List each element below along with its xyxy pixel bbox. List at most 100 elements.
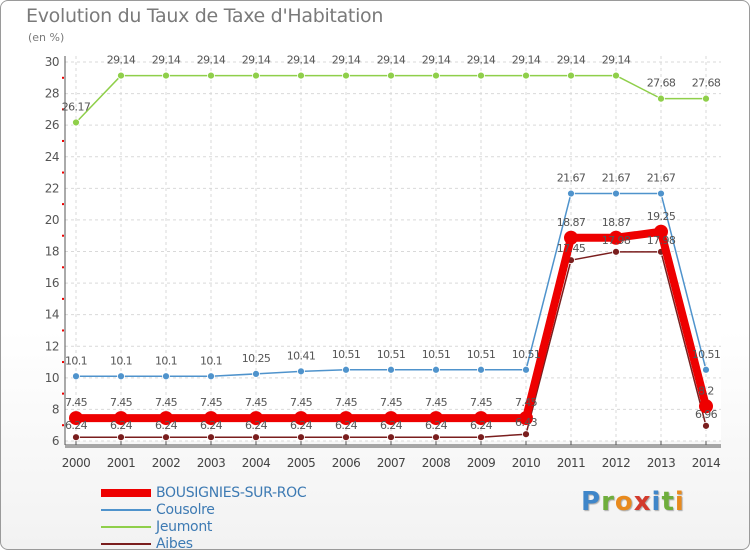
data-label: 6.96: [695, 408, 718, 421]
y-tick-label: 18: [45, 245, 59, 259]
data-point-cousolre: [658, 190, 665, 197]
data-point-jeumont: [658, 95, 665, 102]
logo-letter: x: [634, 487, 652, 517]
data-label: 7.45: [425, 396, 448, 409]
y-minor-tick: [62, 172, 64, 174]
data-label: 17.98: [647, 234, 676, 247]
data-label: 21.67: [602, 172, 631, 185]
x-tick-label: 2007: [377, 456, 406, 470]
data-point-jeumont: [613, 72, 620, 79]
y-tick-label: 6: [52, 434, 59, 448]
data-point-cousolre: [118, 373, 125, 380]
legend-item-bousignies: BOUSIGNIES-SUR-ROC: [101, 485, 401, 502]
y-minor-tick: [62, 266, 64, 268]
x-tick-label: 2005: [287, 456, 316, 470]
data-label: 6.24: [335, 419, 358, 432]
data-label: 10.51: [377, 348, 406, 361]
legend-swatch-bousignies: [101, 489, 151, 497]
data-label: 7.45: [335, 396, 358, 409]
data-label: 7.45: [380, 396, 403, 409]
data-label: 29.14: [287, 54, 316, 67]
data-point-cousolre: [568, 190, 575, 197]
data-label: 19.25: [647, 210, 676, 223]
data-point-cousolre: [163, 373, 170, 380]
data-label: 10.51: [332, 348, 361, 361]
data-label: 18.87: [557, 216, 586, 229]
data-label: 8.2: [698, 384, 714, 397]
data-label: 6.24: [65, 419, 88, 432]
data-label: 21.67: [557, 172, 586, 185]
x-tick-label: 2012: [602, 456, 631, 470]
data-point-jeumont: [73, 119, 80, 126]
chart-frame: Evolution du Taux de Taxe d'Habitation (…: [0, 0, 750, 550]
data-label: 6.24: [470, 419, 493, 432]
data-point-aibes: [163, 434, 170, 441]
legend-label-cousolre: Cousolre: [156, 502, 215, 518]
data-point-jeumont: [298, 72, 305, 79]
y-minor-tick: [62, 393, 64, 395]
y-minor-tick: [62, 298, 64, 300]
data-label: 6.24: [155, 419, 178, 432]
data-point-aibes: [253, 434, 260, 441]
logo-letter: P: [581, 487, 601, 517]
data-label: 10.51: [692, 348, 721, 361]
data-label: 10.1: [110, 354, 132, 367]
legend-swatch-cousolre: [101, 509, 151, 511]
grid: [65, 56, 721, 441]
y-tick-label: 16: [45, 276, 59, 290]
logo-letter: t: [661, 487, 674, 517]
data-point-cousolre: [613, 190, 620, 197]
logo-letter: i: [675, 487, 685, 517]
data-label: 18.87: [602, 216, 631, 229]
data-label: 10.51: [512, 348, 541, 361]
y-minor-tick: [62, 424, 64, 426]
y-minor-tick: [62, 361, 64, 363]
data-label: 10.1: [155, 354, 177, 367]
x-tick-label: 2000: [62, 456, 91, 470]
data-label: 29.14: [467, 54, 496, 67]
logo-letter: r: [601, 487, 615, 517]
data-label: 29.14: [197, 54, 226, 67]
data-label: 21.67: [647, 172, 676, 185]
x-tick-label: 2011: [557, 456, 586, 470]
data-label: 29.14: [152, 54, 181, 67]
y-tick-label: 24: [45, 150, 59, 164]
data-label: 29.14: [332, 54, 361, 67]
data-point-cousolre: [478, 366, 485, 373]
data-label: 10.25: [242, 352, 271, 365]
y-minor-tick: [62, 329, 64, 331]
data-label: 10.51: [467, 348, 496, 361]
legend-swatch-aibes: [101, 543, 151, 545]
x-tick-label: 2014: [692, 456, 721, 470]
data-label: 7.45: [110, 396, 133, 409]
data-point-aibes: [478, 434, 485, 441]
data-point-jeumont: [703, 95, 710, 102]
data-point-jeumont: [478, 72, 485, 79]
data-point-jeumont: [253, 72, 260, 79]
data-point-jeumont: [343, 72, 350, 79]
legend-item-jeumont: Jeumont: [101, 519, 401, 536]
y-tick-label: 30: [45, 55, 59, 69]
data-point-cousolre: [433, 366, 440, 373]
data-label: 10.1: [65, 354, 87, 367]
x-tick-label: 2008: [422, 456, 451, 470]
data-label: 27.68: [647, 77, 676, 90]
data-point-aibes: [343, 434, 350, 441]
legend: BOUSIGNIES-SUR-ROC Cousolre Jeumont Aibe…: [101, 485, 401, 550]
data-label: 6.24: [245, 419, 268, 432]
data-point-jeumont: [388, 72, 395, 79]
x-tick-label: 2002: [152, 456, 181, 470]
data-label: 29.14: [422, 54, 451, 67]
data-point-cousolre: [253, 370, 260, 377]
logo-letter: i: [652, 487, 662, 517]
data-point-aibes: [703, 422, 710, 429]
data-label: 7.45: [290, 396, 313, 409]
data-label: 29.14: [107, 54, 136, 67]
data-label: 6.24: [380, 419, 403, 432]
y-minor-tick: [62, 77, 64, 79]
data-point-aibes: [433, 434, 440, 441]
data-label: 29.14: [242, 54, 271, 67]
x-tick-label: 2001: [107, 456, 136, 470]
data-point-cousolre: [73, 373, 80, 380]
x-tick-label: 2010: [512, 456, 541, 470]
